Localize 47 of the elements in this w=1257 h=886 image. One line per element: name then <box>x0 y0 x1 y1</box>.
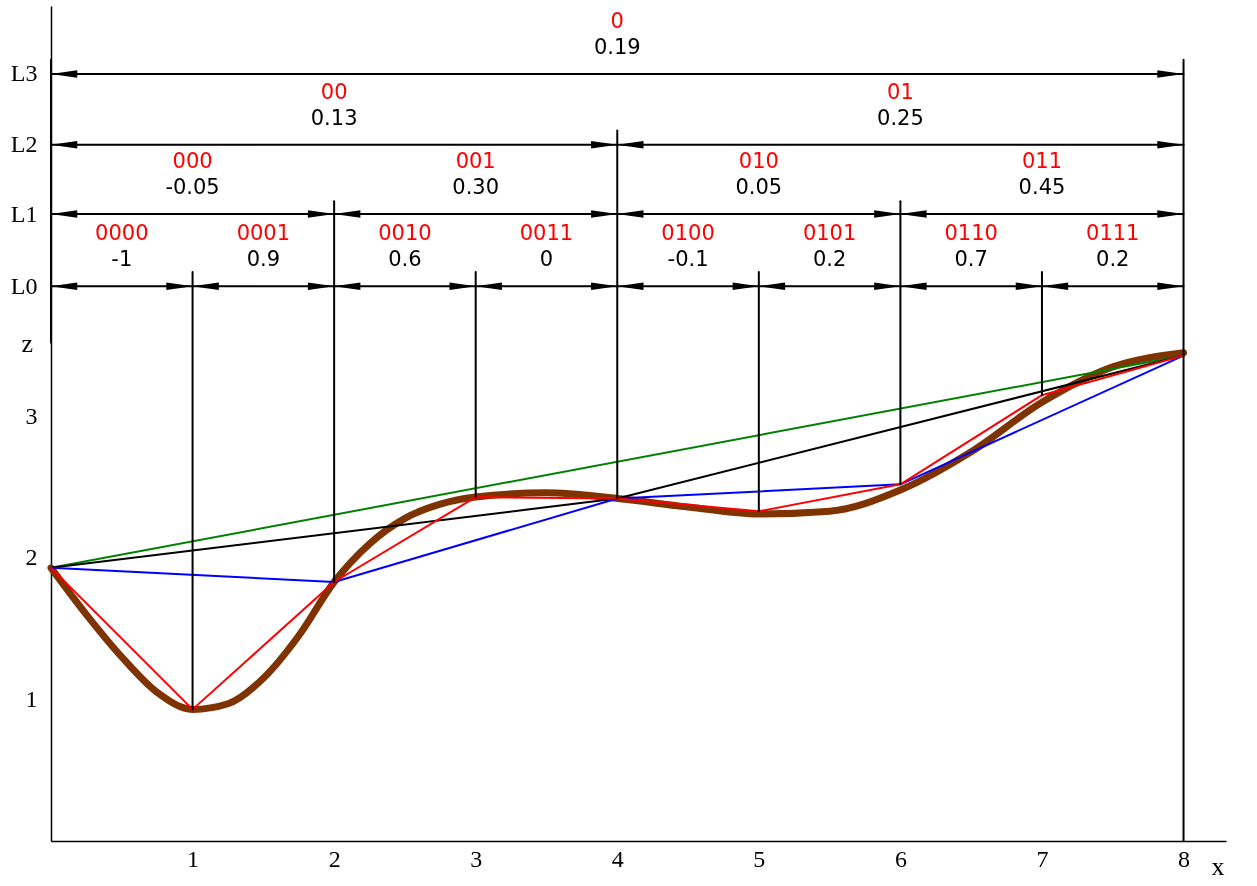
x-tick-label: 1 <box>187 845 200 872</box>
annotation: 0.2 <box>1096 247 1130 272</box>
x-tick-label: 3 <box>470 845 483 872</box>
annotation: 0010 <box>378 221 432 246</box>
annotation: -0.1 <box>667 247 709 272</box>
annotation: 0110 <box>944 221 998 246</box>
annotation: 0.45 <box>1018 175 1066 200</box>
annotation: 0.30 <box>452 175 500 200</box>
annotation: 0.7 <box>954 247 988 272</box>
annotation: 0 <box>610 8 624 33</box>
y-tick-label: 2 <box>25 544 38 571</box>
annotation: 0111 <box>1086 221 1140 246</box>
annotation: 000 <box>172 149 213 174</box>
annotation: 0101 <box>802 221 857 246</box>
annotation: 010 <box>738 149 779 174</box>
annotation: 0.13 <box>310 105 358 130</box>
annotation: 0.2 <box>812 247 847 272</box>
annotation: 0.6 <box>388 247 422 272</box>
x-axis-title: x <box>1211 851 1225 881</box>
annotation: 001 <box>455 149 496 174</box>
annotation: 0.05 <box>735 175 783 200</box>
x-tick-label: 7 <box>1036 845 1049 872</box>
x-tick-label: 4 <box>611 845 624 872</box>
y-tick-label: 3 <box>25 402 38 429</box>
x-tick-label: 2 <box>328 845 341 872</box>
y-tick-label: L0 <box>10 272 38 299</box>
y-tick-label: L2 <box>10 131 38 158</box>
annotation: -0.05 <box>165 175 220 200</box>
annotation: 0100 <box>661 221 715 246</box>
annotation: 0011 <box>519 221 574 246</box>
annotation: 0000 <box>95 221 149 246</box>
y-tick-label: L1 <box>10 200 38 227</box>
x-tick-label: 8 <box>1178 845 1191 872</box>
annotation: 0.9 <box>246 247 281 272</box>
x-tick-label: 5 <box>753 845 766 872</box>
annotation: 0.19 <box>593 34 641 59</box>
annotation: 01 <box>887 79 914 104</box>
annotation: -1 <box>111 247 133 272</box>
annotation: 011 <box>1021 149 1063 174</box>
y-axis-title: z <box>21 328 34 358</box>
annotation: 00 <box>320 79 348 104</box>
x-tick-label: 6 <box>894 845 907 872</box>
y-tick-label: 1 <box>25 685 38 712</box>
annotation: 0 <box>539 247 554 272</box>
annotation: 0001 <box>236 221 291 246</box>
y-tick-label: L3 <box>10 60 38 87</box>
annotation: 0.25 <box>877 105 924 130</box>
